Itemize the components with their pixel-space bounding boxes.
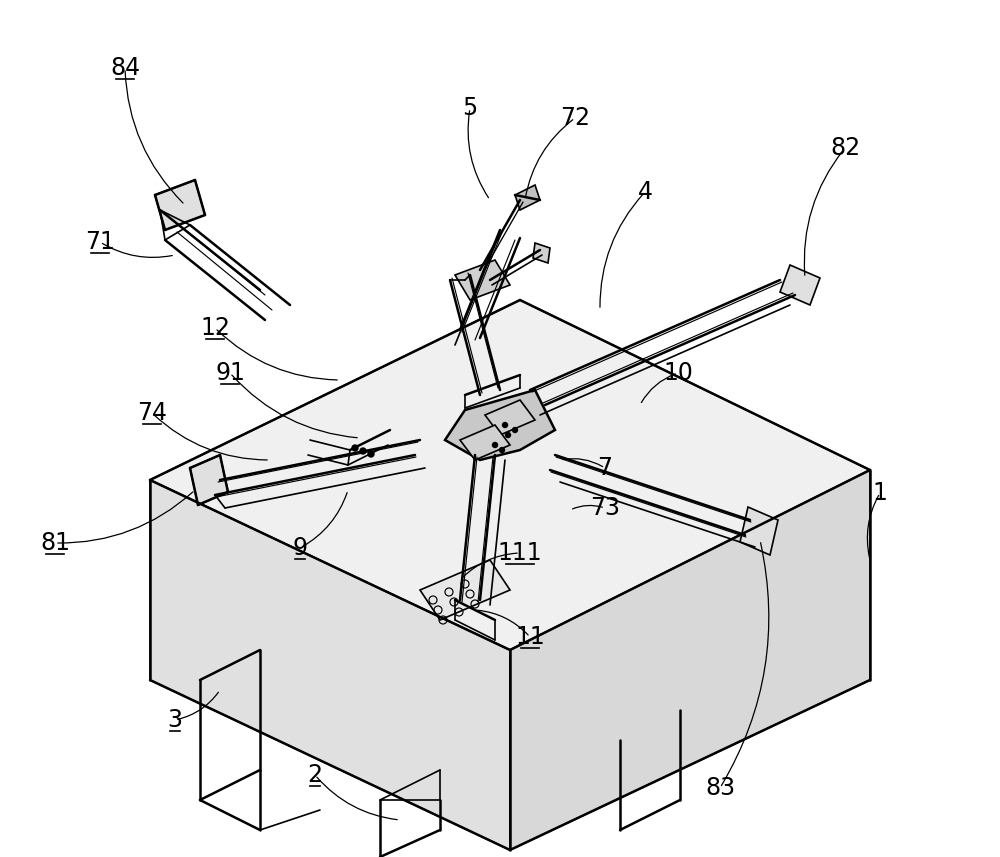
Polygon shape: [190, 455, 228, 505]
Text: 111: 111: [498, 541, 542, 565]
Text: 12: 12: [200, 316, 230, 340]
Polygon shape: [420, 560, 510, 620]
Text: 81: 81: [40, 531, 70, 555]
Text: 4: 4: [638, 180, 652, 204]
Polygon shape: [155, 180, 205, 230]
Circle shape: [512, 428, 518, 433]
Polygon shape: [510, 470, 870, 850]
Polygon shape: [533, 243, 550, 263]
Circle shape: [492, 442, 498, 447]
Polygon shape: [780, 265, 820, 305]
Text: 11: 11: [515, 625, 545, 649]
Text: 73: 73: [590, 496, 620, 520]
Text: 3: 3: [168, 708, 182, 732]
Text: 91: 91: [215, 361, 245, 385]
Text: 5: 5: [462, 96, 478, 120]
Text: 2: 2: [308, 763, 322, 787]
Polygon shape: [460, 425, 510, 460]
Circle shape: [352, 445, 358, 451]
Circle shape: [506, 433, 511, 438]
Text: 71: 71: [85, 230, 115, 254]
Text: 84: 84: [110, 56, 140, 80]
Text: 1: 1: [873, 481, 887, 505]
Polygon shape: [485, 400, 535, 435]
Polygon shape: [740, 507, 778, 555]
Polygon shape: [455, 260, 510, 300]
Circle shape: [368, 451, 374, 457]
Text: 9: 9: [292, 536, 308, 560]
Text: 82: 82: [830, 136, 860, 160]
Polygon shape: [150, 300, 870, 650]
Circle shape: [360, 448, 366, 454]
Polygon shape: [150, 480, 510, 850]
Polygon shape: [445, 390, 555, 460]
Circle shape: [500, 447, 505, 452]
Text: 72: 72: [560, 106, 590, 130]
Text: 74: 74: [137, 401, 167, 425]
Text: 83: 83: [705, 776, 735, 800]
Text: 7: 7: [598, 456, 612, 480]
Circle shape: [503, 423, 508, 428]
Polygon shape: [515, 185, 540, 210]
Text: 10: 10: [663, 361, 693, 385]
